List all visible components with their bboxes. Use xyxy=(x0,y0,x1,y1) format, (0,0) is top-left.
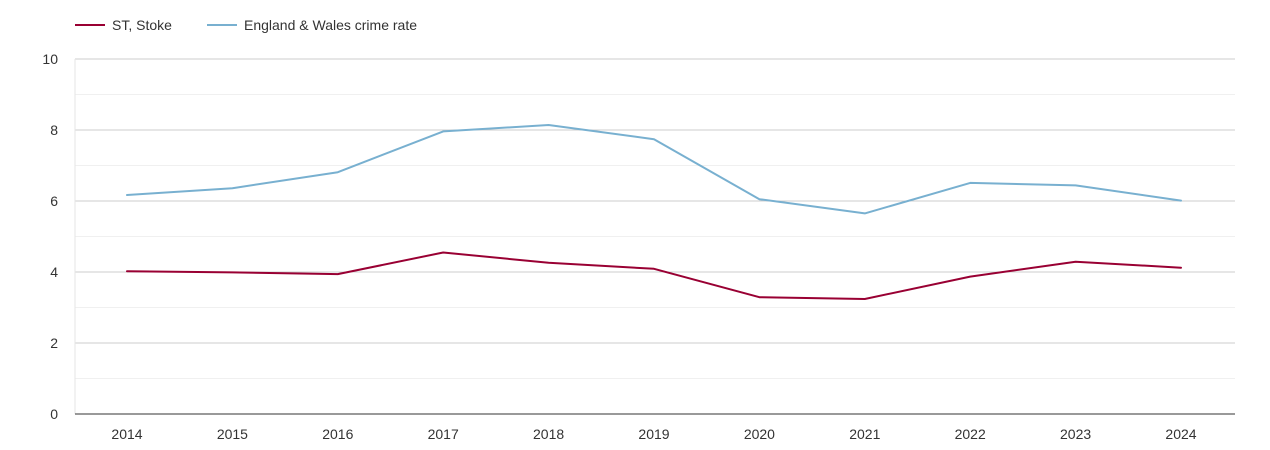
axes: 0 2 4 6 8 10 2014 2015 2016 2017 2018 2019 2020 2021 2… xyxy=(42,51,1235,442)
y-tick-label: 6 xyxy=(50,193,58,209)
y-tick-label: 4 xyxy=(50,264,58,280)
x-tick-label: 2015 xyxy=(217,426,248,442)
x-tick-label: 2022 xyxy=(955,426,986,442)
series-lines xyxy=(126,124,1182,300)
x-tick-label: 2023 xyxy=(1060,426,1091,442)
legend-item-st-stoke[interactable]: ST, Stoke xyxy=(75,17,172,33)
x-tick-label: 2018 xyxy=(533,426,564,442)
legend-label-england-wales: England & Wales crime rate xyxy=(244,17,417,33)
y-tick-label: 2 xyxy=(50,335,58,351)
x-tick-label: 2021 xyxy=(849,426,880,442)
x-tick-label: 2024 xyxy=(1165,426,1196,442)
y-tick-label: 10 xyxy=(42,51,58,67)
series-line-st-stoke[interactable] xyxy=(126,251,1182,300)
legend: ST, Stoke England & Wales crime rate xyxy=(75,17,417,33)
x-tick-label: 2014 xyxy=(111,426,142,442)
y-tick-label: 8 xyxy=(50,122,58,138)
grid-lines xyxy=(75,58,1235,379)
legend-label-st-stoke: ST, Stoke xyxy=(112,17,172,33)
x-tick-label: 2020 xyxy=(744,426,775,442)
x-tick-label: 2017 xyxy=(428,426,459,442)
series-line-england-wales[interactable] xyxy=(126,124,1182,215)
legend-item-england-wales[interactable]: England & Wales crime rate xyxy=(207,17,417,33)
x-tick-label: 2016 xyxy=(322,426,353,442)
x-tick-label: 2019 xyxy=(638,426,669,442)
y-tick-label: 0 xyxy=(50,406,58,422)
